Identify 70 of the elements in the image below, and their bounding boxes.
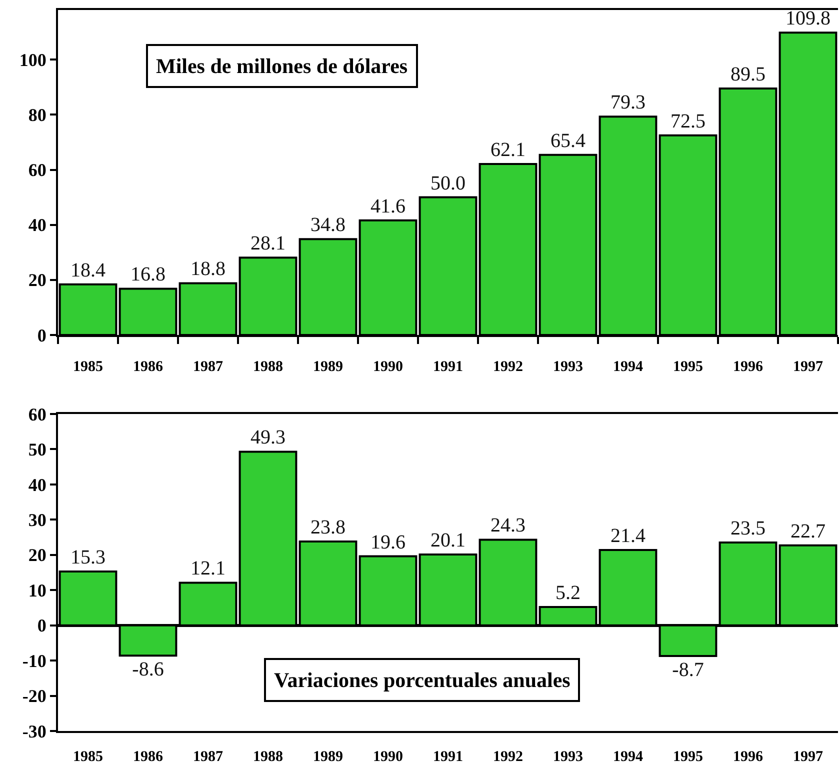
x-tick-label: 1994 bbox=[613, 359, 644, 375]
data-label: 23.8 bbox=[310, 516, 346, 538]
x-tick-label: 1997 bbox=[793, 749, 824, 765]
x-tick-label: 1996 bbox=[733, 359, 764, 375]
data-label: 50.0 bbox=[430, 172, 466, 194]
data-label: -8.6 bbox=[132, 658, 164, 681]
data-label: 18.8 bbox=[190, 258, 226, 280]
y-tick-label: 40 bbox=[28, 215, 46, 236]
x-tick-label: 1995 bbox=[673, 749, 703, 765]
y-tick-label: 80 bbox=[28, 104, 46, 125]
y-tick-label: 0 bbox=[37, 616, 46, 636]
x-tick-label: 1986 bbox=[133, 359, 164, 375]
data-label: 24.3 bbox=[490, 514, 526, 537]
data-label: 41.6 bbox=[370, 195, 406, 218]
x-tick-label: 1989 bbox=[313, 749, 343, 765]
y-tick-label: 0 bbox=[37, 325, 46, 346]
x-tick-label: 1988 bbox=[253, 359, 283, 375]
data-label: 79.3 bbox=[610, 92, 646, 114]
data-label: 12.1 bbox=[190, 558, 226, 580]
text: Miles de millones de dólares bbox=[156, 54, 408, 78]
y-tick-label: 20 bbox=[28, 545, 46, 566]
x-tick-label: 1990 bbox=[373, 359, 403, 375]
y-tick-label: 40 bbox=[28, 474, 46, 495]
data-label: 89.5 bbox=[730, 64, 766, 86]
x-tick-label: 1985 bbox=[73, 749, 103, 765]
data-label: 34.8 bbox=[310, 214, 346, 236]
data-label: 65.4 bbox=[550, 130, 586, 152]
data-label: 72.5 bbox=[670, 110, 706, 132]
data-label: 49.3 bbox=[250, 426, 286, 449]
data-label: 5.2 bbox=[556, 582, 580, 604]
y-tick-label: 30 bbox=[28, 510, 46, 530]
x-tick-label: 1992 bbox=[493, 359, 523, 375]
x-tick-label: 1989 bbox=[313, 359, 343, 375]
x-tick-label: 1987 bbox=[193, 359, 224, 375]
y-tick-label: 60 bbox=[28, 160, 46, 180]
data-label: 19.6 bbox=[370, 531, 406, 554]
y-tick-label: 20 bbox=[28, 270, 46, 290]
data-label: 22.7 bbox=[790, 520, 826, 542]
y-tick-label: 50 bbox=[28, 440, 46, 460]
data-label: 20.1 bbox=[430, 530, 466, 552]
x-tick-label: 1995 bbox=[673, 359, 703, 375]
data-label: 62.1 bbox=[490, 138, 526, 161]
data-label: 16.8 bbox=[130, 264, 166, 286]
y-tick-label: -20 bbox=[22, 686, 46, 706]
x-tick-label: 1997 bbox=[793, 359, 824, 375]
x-tick-label: 1987 bbox=[193, 749, 224, 765]
data-label: 28.1 bbox=[250, 232, 286, 255]
y-tick-label: 60 bbox=[28, 404, 46, 424]
y-tick-label: -30 bbox=[22, 721, 46, 742]
x-tick-label: 1993 bbox=[553, 749, 583, 765]
data-label: 109.8 bbox=[786, 8, 830, 30]
x-tick-label: 1991 bbox=[433, 359, 463, 375]
y-tick-label: -10 bbox=[22, 650, 46, 671]
data-label: 18.4 bbox=[70, 259, 106, 282]
x-tick-label: 1992 bbox=[493, 749, 523, 765]
data-label: 15.3 bbox=[70, 546, 106, 568]
x-tick-label: 1990 bbox=[373, 749, 403, 765]
x-tick-label: 1988 bbox=[253, 749, 283, 765]
x-tick-label: 1996 bbox=[733, 749, 764, 765]
x-tick-label: 1985 bbox=[73, 359, 103, 375]
data-label: 21.4 bbox=[610, 524, 646, 547]
x-tick-label: 1994 bbox=[613, 749, 644, 765]
data-label: 23.5 bbox=[730, 518, 766, 540]
y-tick-label: 10 bbox=[28, 580, 46, 600]
x-tick-label: 1993 bbox=[553, 359, 583, 375]
y-tick-label: 100 bbox=[19, 50, 46, 70]
data-label: -8.7 bbox=[672, 658, 704, 681]
x-tick-label: 1991 bbox=[433, 749, 463, 765]
text: Variaciones porcentuales anuales bbox=[274, 668, 570, 692]
x-tick-label: 1986 bbox=[133, 749, 164, 765]
